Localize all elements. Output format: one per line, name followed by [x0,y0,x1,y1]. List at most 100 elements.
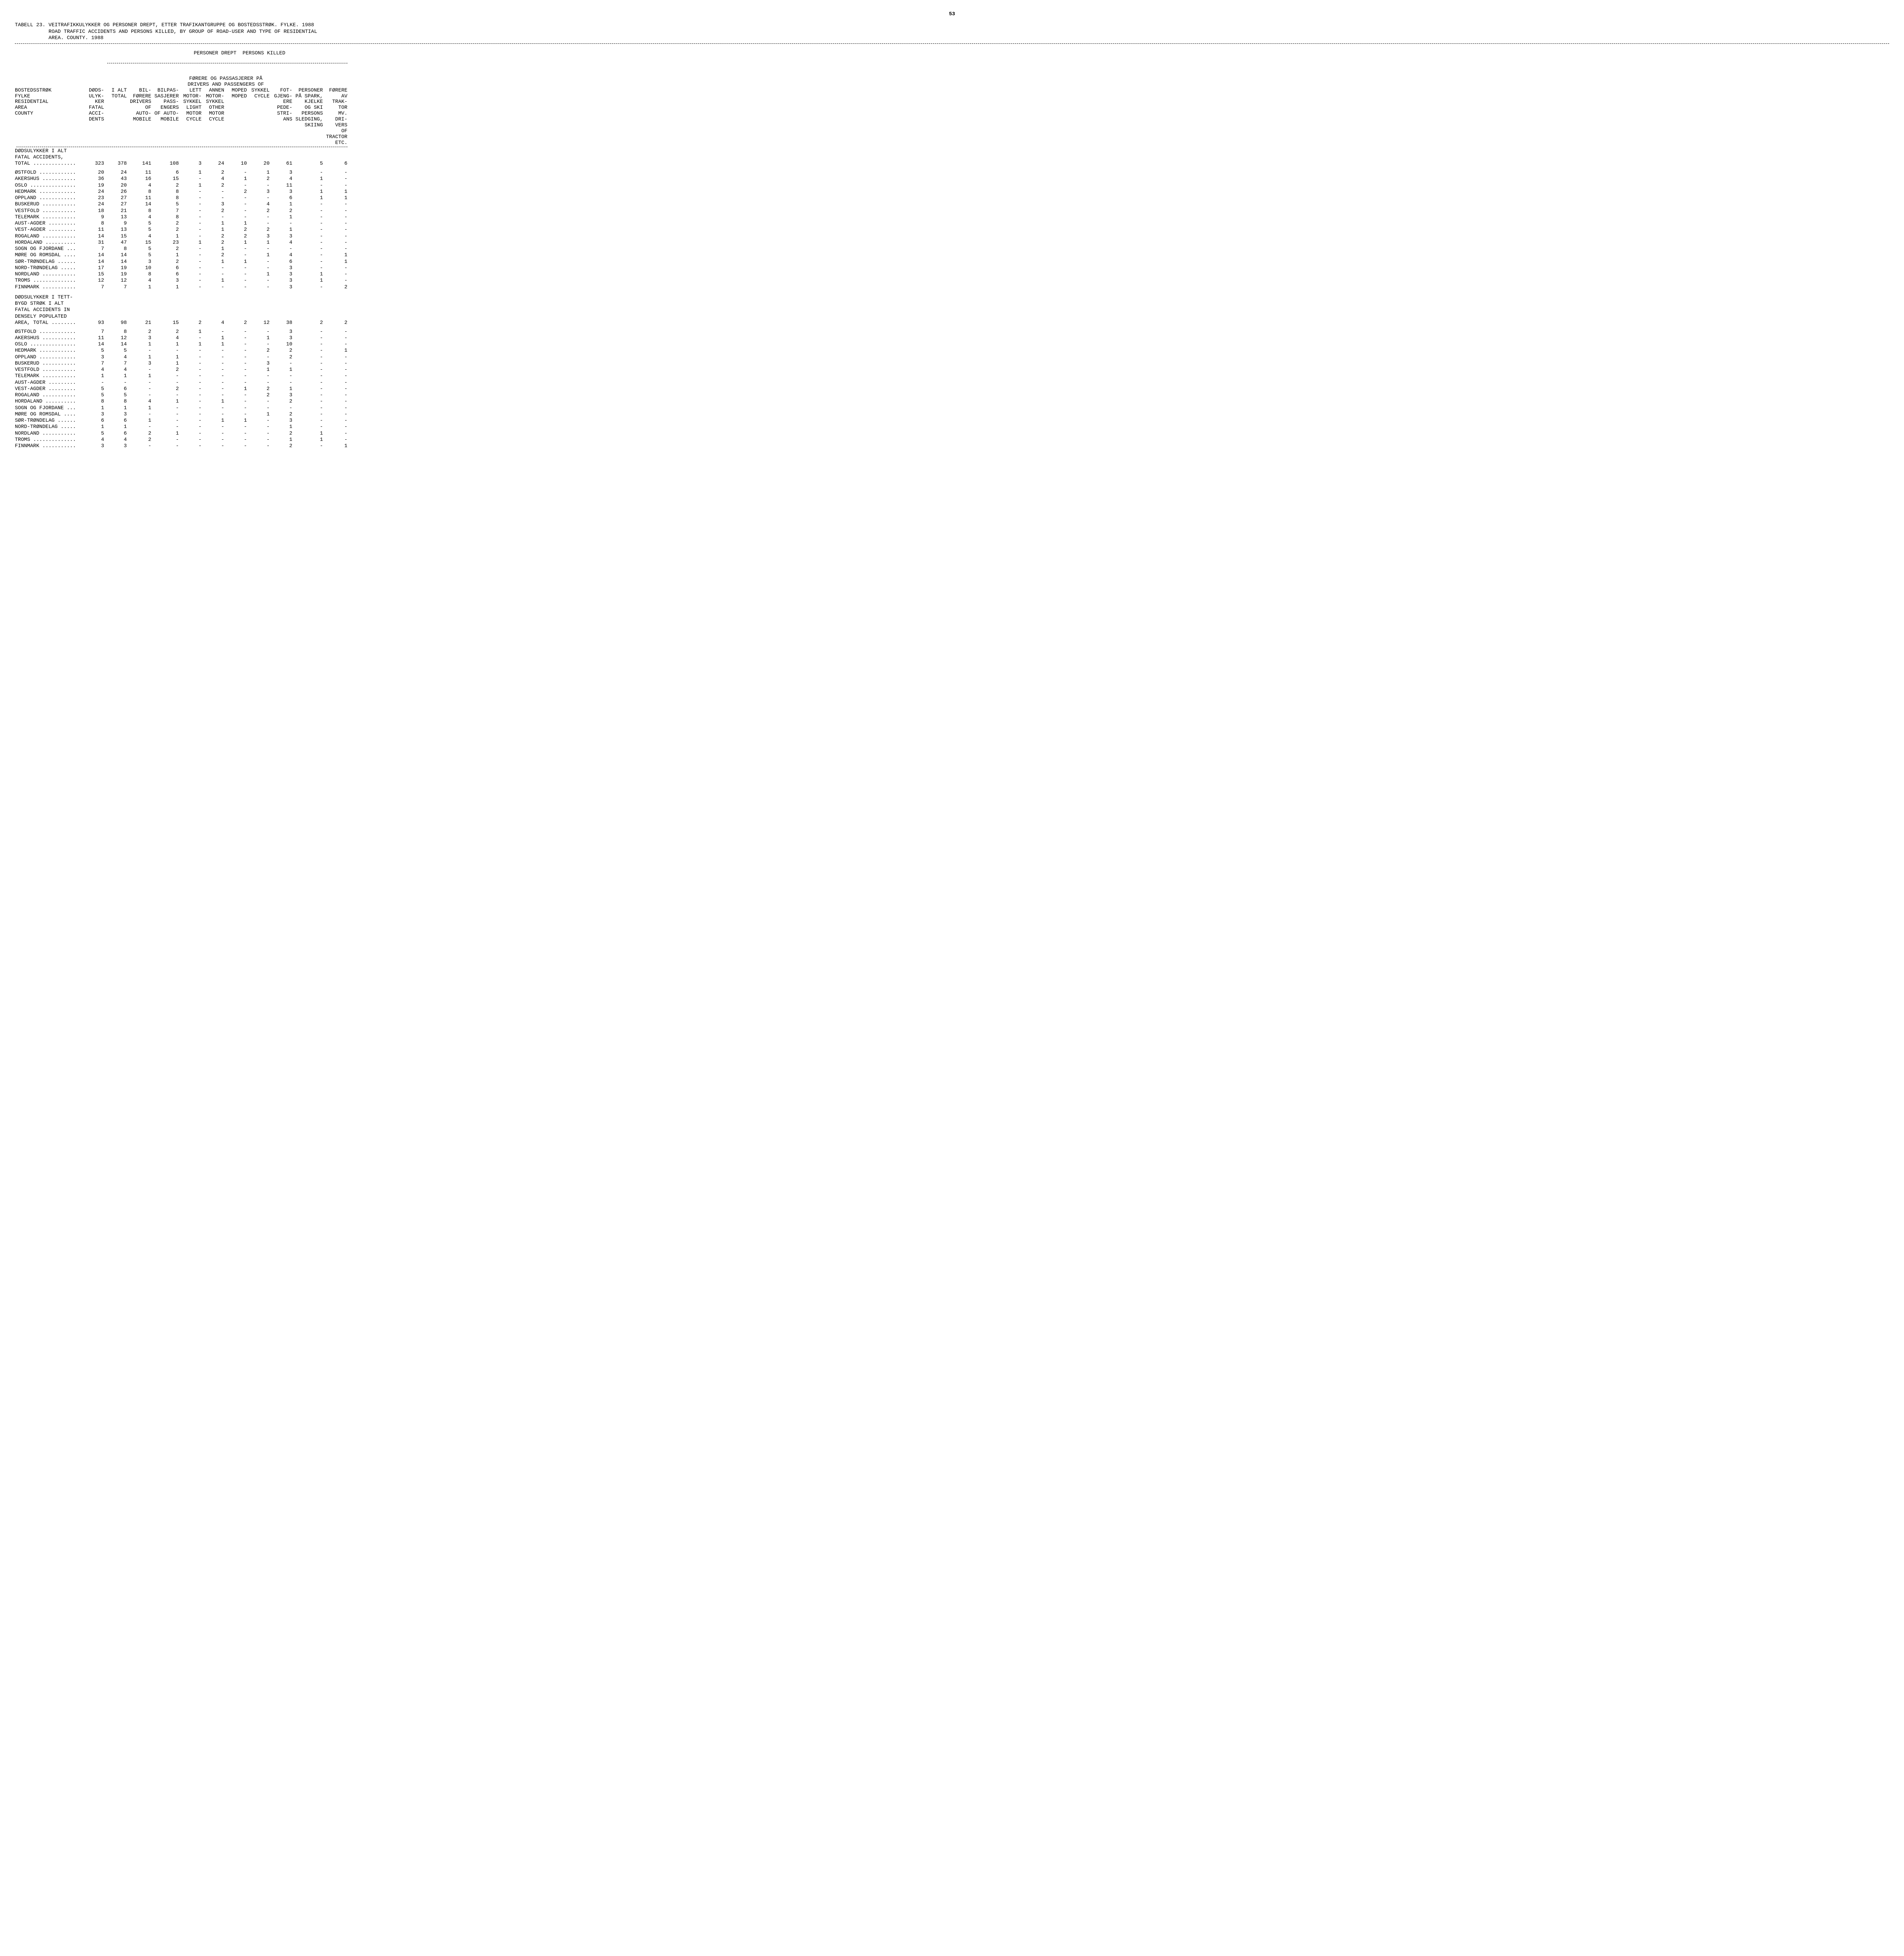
row-label: MØRE OG ROMSDAL .... [15,411,83,417]
cell: 2 [226,320,248,326]
cell: 3 [271,233,294,239]
cell: - [180,417,203,424]
cell: 1 [294,176,324,182]
cell: - [248,259,271,265]
cell: - [180,379,203,386]
cell: 1 [203,259,226,265]
cell: 2 [203,208,226,214]
cell: - [248,214,271,220]
cell: - [180,392,203,398]
cell: - [128,347,153,354]
cell: - [203,195,226,201]
cell: - [226,437,248,443]
cell: 2 [128,437,153,443]
cell: - [271,405,294,411]
col-header: BIL- FØRERE DRIVERS OF AUTO- MOBILE [128,88,153,146]
cell: 1 [203,277,226,284]
cell: 3 [271,271,294,277]
cell: 14 [83,233,106,239]
cell: 1 [294,437,324,443]
cell: 3 [271,329,294,335]
row-label: NORDLAND ........... [15,271,83,277]
cell: - [203,265,226,271]
cell: 1 [153,430,180,437]
cell: 8 [106,329,128,335]
cell: - [180,437,203,443]
cell: 141 [128,160,153,167]
cell: 7 [106,360,128,367]
table-row: SOGN OG FJORDANE ...111-------- [15,405,349,411]
cell: - [226,367,248,373]
cell: - [203,189,226,195]
table-row: OPPLAND ............3411----2-- [15,354,349,360]
cell: - [180,373,203,379]
cell: - [226,182,248,189]
cell: - [226,398,248,405]
cell: - [248,284,271,290]
cell: 1 [83,405,106,411]
row-label: TROMS .............. [15,437,83,443]
cell: - [226,201,248,207]
cell: 378 [106,160,128,167]
cell: 5 [128,220,153,227]
cell: 8 [153,214,180,220]
cell: - [324,277,349,284]
table-row: SØR-TRØNDELAG ......661--11-3-- [15,417,349,424]
table-row: OSLO ...............14141111--10-- [15,341,349,347]
cell: 1 [106,405,128,411]
cell: - [324,379,349,386]
cell: - [180,265,203,271]
title-en: ROAD TRAFFIC ACCIDENTS AND PERSONS KILLE… [49,29,330,41]
table-title: TABELL 23. VEITRAFIKKULYKKER OG PERSONER… [15,22,1889,41]
cell: - [324,373,349,379]
cell: 4 [128,398,153,405]
table-row: MØRE OG ROMSDAL ....141451-2-14-1 [15,252,349,258]
cell: 1 [248,367,271,373]
cell: - [226,335,248,341]
cell: 6 [83,417,106,424]
cell: - [324,227,349,233]
section-header-row: DØDSULYKKER I TETT- [15,290,349,300]
col-header: MOPED MOPED [226,88,248,146]
page-number: 53 [15,11,1889,17]
cell: 19 [106,271,128,277]
table-row: HORDALAND ..........8841-1--2-- [15,398,349,405]
table-row: BUSKERUD ...........2427145-3-41-- [15,201,349,207]
cell: 2 [324,284,349,290]
cell: - [180,430,203,437]
cell: 1 [106,373,128,379]
cell: - [203,386,226,392]
cell: 2 [248,208,271,214]
cell: 323 [83,160,106,167]
cell: 5 [83,347,106,354]
row-label: ØSTFOLD ............ [15,169,83,176]
cell: 1 [153,252,180,258]
cell: 1 [294,189,324,195]
cell: 7 [83,360,106,367]
table-row: ROGALAND ...........141541-2233-- [15,233,349,239]
cell: 23 [153,239,180,246]
cell: - [248,182,271,189]
cell: 15 [83,271,106,277]
cell: 1 [153,284,180,290]
cell: - [248,424,271,430]
table-row: VESTFOLD ...........182187-2-22-- [15,208,349,214]
cell: 2 [226,233,248,239]
table-row: TROMS ..............121243-1--31- [15,277,349,284]
section-header-row: TOTAL ..............32337814110832410206… [15,160,349,167]
table-row: AKERSHUS ...........111234-1-13-- [15,335,349,341]
row-label: VEST-AGDER ......... [15,386,83,392]
cell: 3 [271,265,294,271]
row-label: TOTAL .............. [15,160,83,167]
cell: 6 [153,169,180,176]
cell: 4 [271,176,294,182]
cell: 2 [271,398,294,405]
table-row: NORD-TRØNDELAG .....11------1-- [15,424,349,430]
cell: 3 [203,201,226,207]
cell: 2 [294,320,324,326]
section-header-row: FATAL ACCIDENTS IN [15,307,349,313]
cell: 5 [294,160,324,167]
cell: - [248,195,271,201]
cell: - [324,360,349,367]
cell: - [180,284,203,290]
